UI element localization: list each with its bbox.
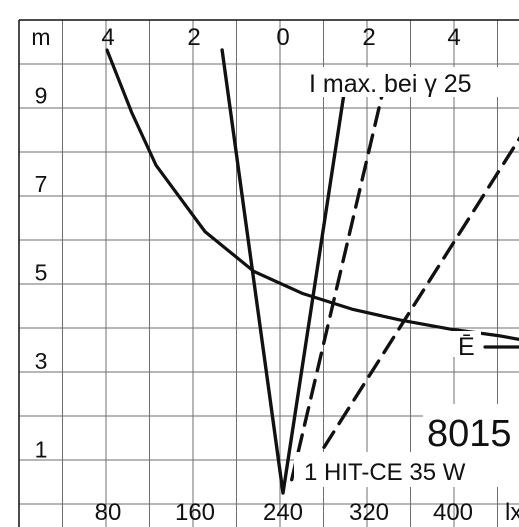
illuminance-label-background <box>453 331 481 357</box>
y-axis-tick-label: 1 <box>35 437 48 463</box>
bottom-axis-tick-label: 320 <box>349 499 389 526</box>
bottom-axis-tick-label: 80 <box>95 499 122 526</box>
bottom-axis-tick-label: 160 <box>175 499 215 526</box>
top-axis-tick-label: 2 <box>187 24 200 51</box>
top-axis-tick-label: 2 <box>362 24 375 51</box>
y-axis-tick-label: 9 <box>35 82 48 108</box>
lamp-label-background <box>294 452 519 487</box>
model-number-label: 8015 <box>427 413 512 455</box>
y-axis-tick-label: 5 <box>35 260 48 286</box>
top-axis-tick-label: 0 <box>276 24 289 51</box>
axis-layer <box>18 19 519 527</box>
dashed-beam-line <box>290 70 390 482</box>
bottom-axis-tick-label: 400 <box>433 499 473 526</box>
series-layer <box>105 48 519 495</box>
solid-beam-line <box>220 48 346 495</box>
bottom-axis-tick-label: 240 <box>263 499 303 526</box>
y-axis-tick-label: 7 <box>35 171 48 197</box>
label-layer: m 4 2 0 2 4 9 7 5 3 1 80 160 240 320 400 lx I max. bei γ … <box>31 24 519 526</box>
model-label-background <box>423 404 519 454</box>
top-axis-tick-label: 4 <box>101 24 114 51</box>
illuminance-curve <box>105 48 519 341</box>
beam-label-background <box>300 67 519 97</box>
beam-angle-annotation: I max. bei γ 25 <box>309 70 472 98</box>
top-axis-tick-label: 4 <box>447 24 460 51</box>
top-axis-unit-label: m <box>31 24 50 50</box>
y-axis-tick-label: 3 <box>35 348 48 374</box>
dashed-beam-line <box>307 136 519 473</box>
bottom-axis-unit-label: lx <box>505 499 519 526</box>
lamp-type-label: 1 HIT-CE 35 W <box>304 459 466 486</box>
illuminance-symbol-label: Ē <box>458 333 475 361</box>
